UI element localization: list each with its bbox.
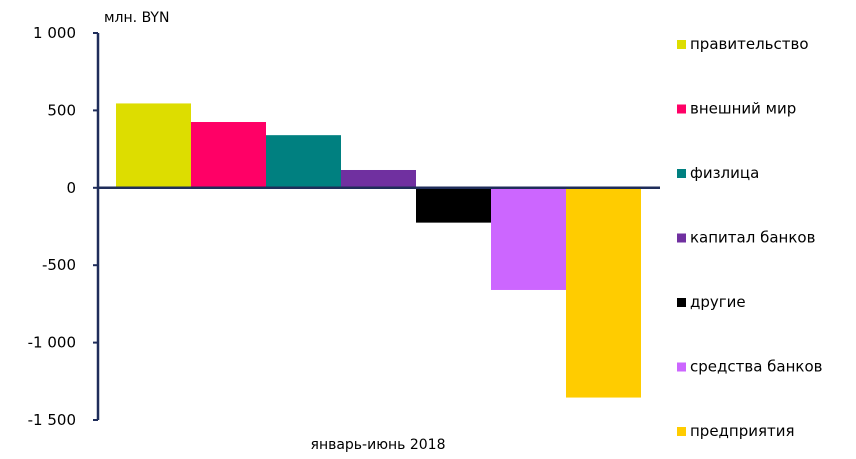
legend-swatch	[677, 104, 686, 114]
bar-5	[491, 187, 566, 290]
bar-0	[116, 103, 191, 188]
legend-label: внешний мир	[690, 100, 796, 118]
bar-3	[341, 169, 416, 188]
legend-label: капитал банков	[690, 229, 815, 247]
bar-6	[566, 187, 641, 398]
x-category-label: январь-июнь 2018	[311, 437, 446, 453]
y-tick-label: 500	[47, 101, 76, 119]
legend: правительство внешний мир физлица капитал б…	[677, 35, 822, 440]
legend-label: средства банков	[690, 358, 822, 376]
y-tick-label: 1 000	[33, 24, 76, 42]
bars	[116, 103, 641, 398]
bar-2	[266, 135, 341, 188]
legend-label: другие	[690, 293, 746, 311]
legend-swatch	[677, 298, 686, 307]
y-tick-label: -1 000	[28, 334, 76, 352]
legend-label: правительство	[690, 35, 809, 53]
legend-swatch	[677, 233, 686, 243]
y-tick-label: -1 500	[28, 411, 76, 429]
axes	[96, 33, 660, 420]
bar-4	[416, 187, 491, 223]
legend-swatch	[677, 362, 686, 372]
legend-label: предприятия	[690, 422, 795, 440]
legend-swatch	[677, 169, 686, 178]
legend-swatch	[677, 40, 686, 49]
y-tick-label: -500	[42, 256, 76, 274]
legend-label: физлица	[690, 164, 759, 182]
y-tick-label: 0	[66, 179, 76, 197]
y-unit-label: млн. BYN	[104, 10, 169, 26]
bar-1	[191, 122, 266, 188]
y-axis-ticks: 1 000 500 0 -500 -1 000 -1 500	[28, 24, 98, 429]
legend-swatch	[677, 427, 686, 436]
